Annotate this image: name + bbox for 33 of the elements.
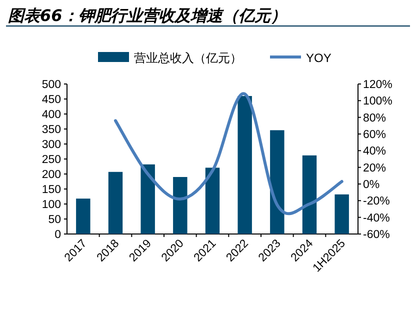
y-tick-label: 450 [42, 94, 61, 106]
y2-tick-label: 40% [363, 146, 386, 158]
y2-tick-label: 20% [363, 162, 386, 174]
y-tick-label: 500 [42, 79, 61, 91]
y-tick-label: 50 [48, 214, 61, 226]
y-tick-label: 200 [42, 169, 61, 181]
y2-tick-label: -40% [363, 212, 390, 224]
bar [173, 177, 188, 234]
y2-tick-label: 120% [363, 79, 392, 91]
y-tick-label: 300 [42, 139, 61, 151]
y2-tick-label: 80% [363, 112, 386, 124]
y2-tick-label: 0% [363, 179, 380, 191]
y2-tick-label: 100% [363, 96, 392, 108]
bar [205, 168, 220, 234]
y2-tick-label: 60% [363, 129, 386, 141]
y-tick-label: 250 [42, 154, 61, 166]
y-tick-label: 150 [42, 184, 61, 196]
bar [334, 194, 349, 234]
y-tick-label: 100 [42, 199, 61, 211]
y-tick-label: 0 [54, 229, 61, 241]
bar [140, 164, 155, 234]
bar [238, 96, 252, 234]
bar [108, 172, 123, 234]
legend-label: 营业总收入（亿元） [134, 51, 242, 65]
y2-tick-label: -60% [363, 229, 390, 241]
y2-tick-label: -20% [363, 196, 390, 208]
bar [76, 198, 90, 234]
bar [270, 130, 284, 234]
legend-label: YOY [306, 51, 332, 65]
chart-title: 图表66：钾肥行业营收及增速（亿元） [8, 6, 286, 25]
bar [302, 155, 317, 234]
y-tick-label: 350 [42, 124, 61, 136]
y-tick-label: 400 [42, 109, 61, 121]
